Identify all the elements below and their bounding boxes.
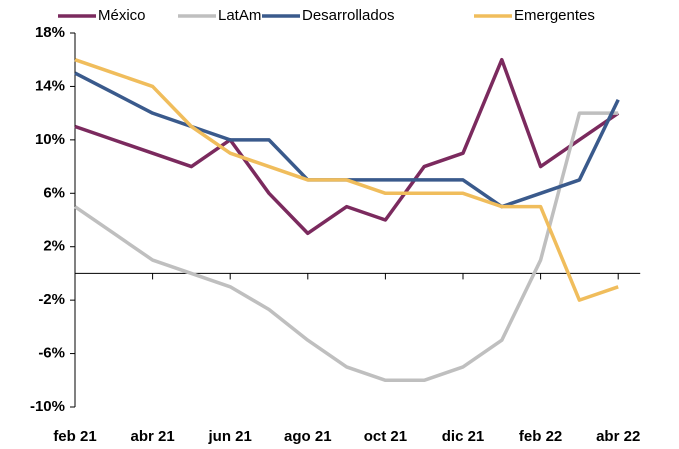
x-tick-label: jun 21 [208, 428, 252, 445]
y-tick-label: -6% [38, 345, 65, 362]
y-tick-label: 6% [43, 184, 65, 201]
y-tick-label: 10% [35, 131, 65, 148]
line-series [74, 57, 620, 236]
legend-label: México [98, 7, 146, 24]
x-tick-label: abr 21 [130, 428, 174, 445]
x-tick-label: oct 21 [364, 428, 407, 445]
line-series [74, 111, 619, 383]
x-tick-label: abr 22 [596, 428, 640, 445]
y-tick-label: 2% [43, 238, 65, 255]
y-tick-label: -10% [30, 398, 65, 415]
y-tick-label: -2% [38, 291, 65, 308]
y-tick-label: 14% [35, 77, 65, 94]
x-tick-label: ago 21 [284, 428, 332, 445]
line-series [74, 71, 620, 209]
y-tick-label: 18% [35, 24, 65, 41]
legend-label: Desarrollados [302, 7, 395, 24]
legend-label: Emergentes [514, 7, 595, 24]
x-tick-label: dic 21 [442, 428, 485, 445]
line-series [74, 58, 619, 302]
legend-label: LatAm [218, 7, 261, 24]
x-tick-label: feb 22 [519, 428, 562, 445]
x-tick-label: feb 21 [53, 428, 96, 445]
